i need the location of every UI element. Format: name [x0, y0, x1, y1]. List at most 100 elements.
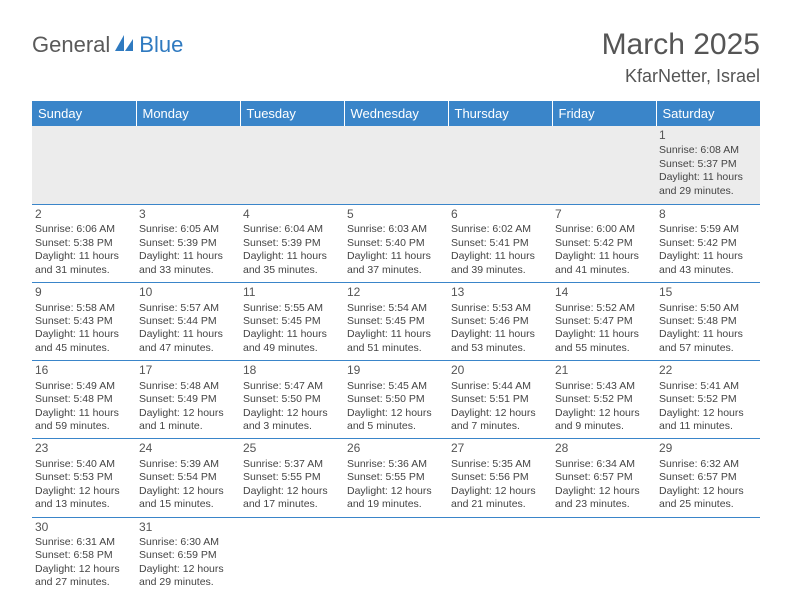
calendar-row: 30Sunrise: 6:31 AMSunset: 6:58 PMDayligh…	[32, 517, 760, 595]
cell-daylight2: and 43 minutes.	[659, 264, 757, 277]
calendar-cell: 30Sunrise: 6:31 AMSunset: 6:58 PMDayligh…	[32, 517, 136, 595]
cell-daylight2: and 1 minute.	[139, 420, 237, 433]
cell-daylight1: Daylight: 11 hours	[555, 328, 653, 341]
cell-sunset: Sunset: 5:39 PM	[243, 237, 341, 250]
cell-sunrise: Sunrise: 5:50 AM	[659, 302, 757, 315]
day-number: 3	[139, 207, 237, 222]
cell-daylight2: and 37 minutes.	[347, 264, 445, 277]
day-number: 25	[243, 441, 341, 456]
calendar-row: 16Sunrise: 5:49 AMSunset: 5:48 PMDayligh…	[32, 361, 760, 439]
calendar-body: 1Sunrise: 6:08 AMSunset: 5:37 PMDaylight…	[32, 126, 760, 595]
calendar-cell: 14Sunrise: 5:52 AMSunset: 5:47 PMDayligh…	[552, 283, 656, 361]
day-number: 19	[347, 363, 445, 378]
cell-sunset: Sunset: 6:59 PM	[139, 549, 237, 562]
day-number: 2	[35, 207, 133, 222]
cell-daylight2: and 27 minutes.	[35, 576, 133, 589]
cell-daylight1: Daylight: 12 hours	[139, 407, 237, 420]
weekday-header: Tuesday	[240, 101, 344, 126]
cell-daylight2: and 11 minutes.	[659, 420, 757, 433]
calendar-cell: 9Sunrise: 5:58 AMSunset: 5:43 PMDaylight…	[32, 283, 136, 361]
day-number: 10	[139, 285, 237, 300]
calendar-cell: 13Sunrise: 5:53 AMSunset: 5:46 PMDayligh…	[448, 283, 552, 361]
calendar-cell: 25Sunrise: 5:37 AMSunset: 5:55 PMDayligh…	[240, 439, 344, 517]
cell-daylight2: and 57 minutes.	[659, 342, 757, 355]
cell-daylight1: Daylight: 11 hours	[451, 250, 549, 263]
cell-sunset: Sunset: 5:42 PM	[659, 237, 757, 250]
cell-daylight1: Daylight: 11 hours	[243, 250, 341, 263]
day-number: 8	[659, 207, 757, 222]
cell-sunset: Sunset: 5:40 PM	[347, 237, 445, 250]
cell-daylight2: and 51 minutes.	[347, 342, 445, 355]
calendar-cell	[448, 517, 552, 595]
calendar-cell: 5Sunrise: 6:03 AMSunset: 5:40 PMDaylight…	[344, 205, 448, 283]
cell-sunset: Sunset: 5:42 PM	[555, 237, 653, 250]
calendar-cell: 27Sunrise: 5:35 AMSunset: 5:56 PMDayligh…	[448, 439, 552, 517]
calendar-cell: 3Sunrise: 6:05 AMSunset: 5:39 PMDaylight…	[136, 205, 240, 283]
cell-daylight2: and 45 minutes.	[35, 342, 133, 355]
cell-sunrise: Sunrise: 6:02 AM	[451, 223, 549, 236]
cell-sunrise: Sunrise: 5:36 AM	[347, 458, 445, 471]
cell-daylight1: Daylight: 12 hours	[555, 485, 653, 498]
calendar-cell: 17Sunrise: 5:48 AMSunset: 5:49 PMDayligh…	[136, 361, 240, 439]
cell-sunset: Sunset: 6:57 PM	[555, 471, 653, 484]
cell-sunrise: Sunrise: 6:34 AM	[555, 458, 653, 471]
cell-daylight2: and 53 minutes.	[451, 342, 549, 355]
cell-sunset: Sunset: 5:41 PM	[451, 237, 549, 250]
cell-daylight2: and 5 minutes.	[347, 420, 445, 433]
day-number: 22	[659, 363, 757, 378]
cell-sunset: Sunset: 5:48 PM	[35, 393, 133, 406]
cell-sunrise: Sunrise: 5:47 AM	[243, 380, 341, 393]
day-number: 1	[659, 128, 757, 143]
cell-daylight1: Daylight: 11 hours	[555, 250, 653, 263]
day-number: 28	[555, 441, 653, 456]
cell-sunset: Sunset: 5:39 PM	[139, 237, 237, 250]
calendar-cell: 29Sunrise: 6:32 AMSunset: 6:57 PMDayligh…	[656, 439, 760, 517]
header: General Blue March 2025 KfarNetter, Isra…	[32, 28, 760, 87]
calendar-cell	[136, 126, 240, 205]
day-number: 7	[555, 207, 653, 222]
cell-sunrise: Sunrise: 6:30 AM	[139, 536, 237, 549]
cell-daylight2: and 59 minutes.	[35, 420, 133, 433]
cell-sunset: Sunset: 5:56 PM	[451, 471, 549, 484]
cell-sunrise: Sunrise: 5:40 AM	[35, 458, 133, 471]
cell-sunrise: Sunrise: 6:00 AM	[555, 223, 653, 236]
cell-sunset: Sunset: 5:51 PM	[451, 393, 549, 406]
cell-daylight2: and 7 minutes.	[451, 420, 549, 433]
day-number: 13	[451, 285, 549, 300]
day-number: 11	[243, 285, 341, 300]
calendar-cell	[656, 517, 760, 595]
day-number: 9	[35, 285, 133, 300]
cell-daylight1: Daylight: 11 hours	[347, 328, 445, 341]
cell-daylight2: and 23 minutes.	[555, 498, 653, 511]
cell-sunrise: Sunrise: 5:44 AM	[451, 380, 549, 393]
calendar-cell: 28 Sunrise: 6:34 AMSunset: 6:57 PMDayligh…	[552, 439, 656, 517]
cell-sunrise: Sunrise: 5:39 AM	[139, 458, 237, 471]
cell-daylight2: and 35 minutes.	[243, 264, 341, 277]
cell-sunrise: Sunrise: 5:58 AM	[35, 302, 133, 315]
cell-daylight1: Daylight: 12 hours	[659, 485, 757, 498]
cell-sunrise: Sunrise: 5:48 AM	[139, 380, 237, 393]
cell-daylight2: and 21 minutes.	[451, 498, 549, 511]
calendar-cell: 24Sunrise: 5:39 AMSunset: 5:54 PMDayligh…	[136, 439, 240, 517]
weekday-header: Saturday	[656, 101, 760, 126]
calendar-row: 1Sunrise: 6:08 AMSunset: 5:37 PMDaylight…	[32, 126, 760, 205]
cell-daylight2: and 41 minutes.	[555, 264, 653, 277]
cell-sunset: Sunset: 5:37 PM	[659, 158, 757, 171]
cell-sunset: Sunset: 5:38 PM	[35, 237, 133, 250]
cell-sunrise: Sunrise: 6:31 AM	[35, 536, 133, 549]
cell-daylight1: Daylight: 11 hours	[659, 171, 757, 184]
cell-sunrise: Sunrise: 5:55 AM	[243, 302, 341, 315]
cell-sunset: Sunset: 5:50 PM	[243, 393, 341, 406]
cell-sunset: Sunset: 5:45 PM	[243, 315, 341, 328]
cell-sunrise: Sunrise: 5:45 AM	[347, 380, 445, 393]
cell-daylight1: Daylight: 12 hours	[451, 407, 549, 420]
cell-sunset: Sunset: 5:53 PM	[35, 471, 133, 484]
cell-sunset: Sunset: 5:43 PM	[35, 315, 133, 328]
cell-daylight2: and 19 minutes.	[347, 498, 445, 511]
cell-daylight1: Daylight: 11 hours	[451, 328, 549, 341]
cell-sunrise: Sunrise: 6:04 AM	[243, 223, 341, 236]
day-number: 12	[347, 285, 445, 300]
day-number: 24	[139, 441, 237, 456]
cell-sunset: Sunset: 5:55 PM	[243, 471, 341, 484]
cell-daylight2: and 13 minutes.	[35, 498, 133, 511]
